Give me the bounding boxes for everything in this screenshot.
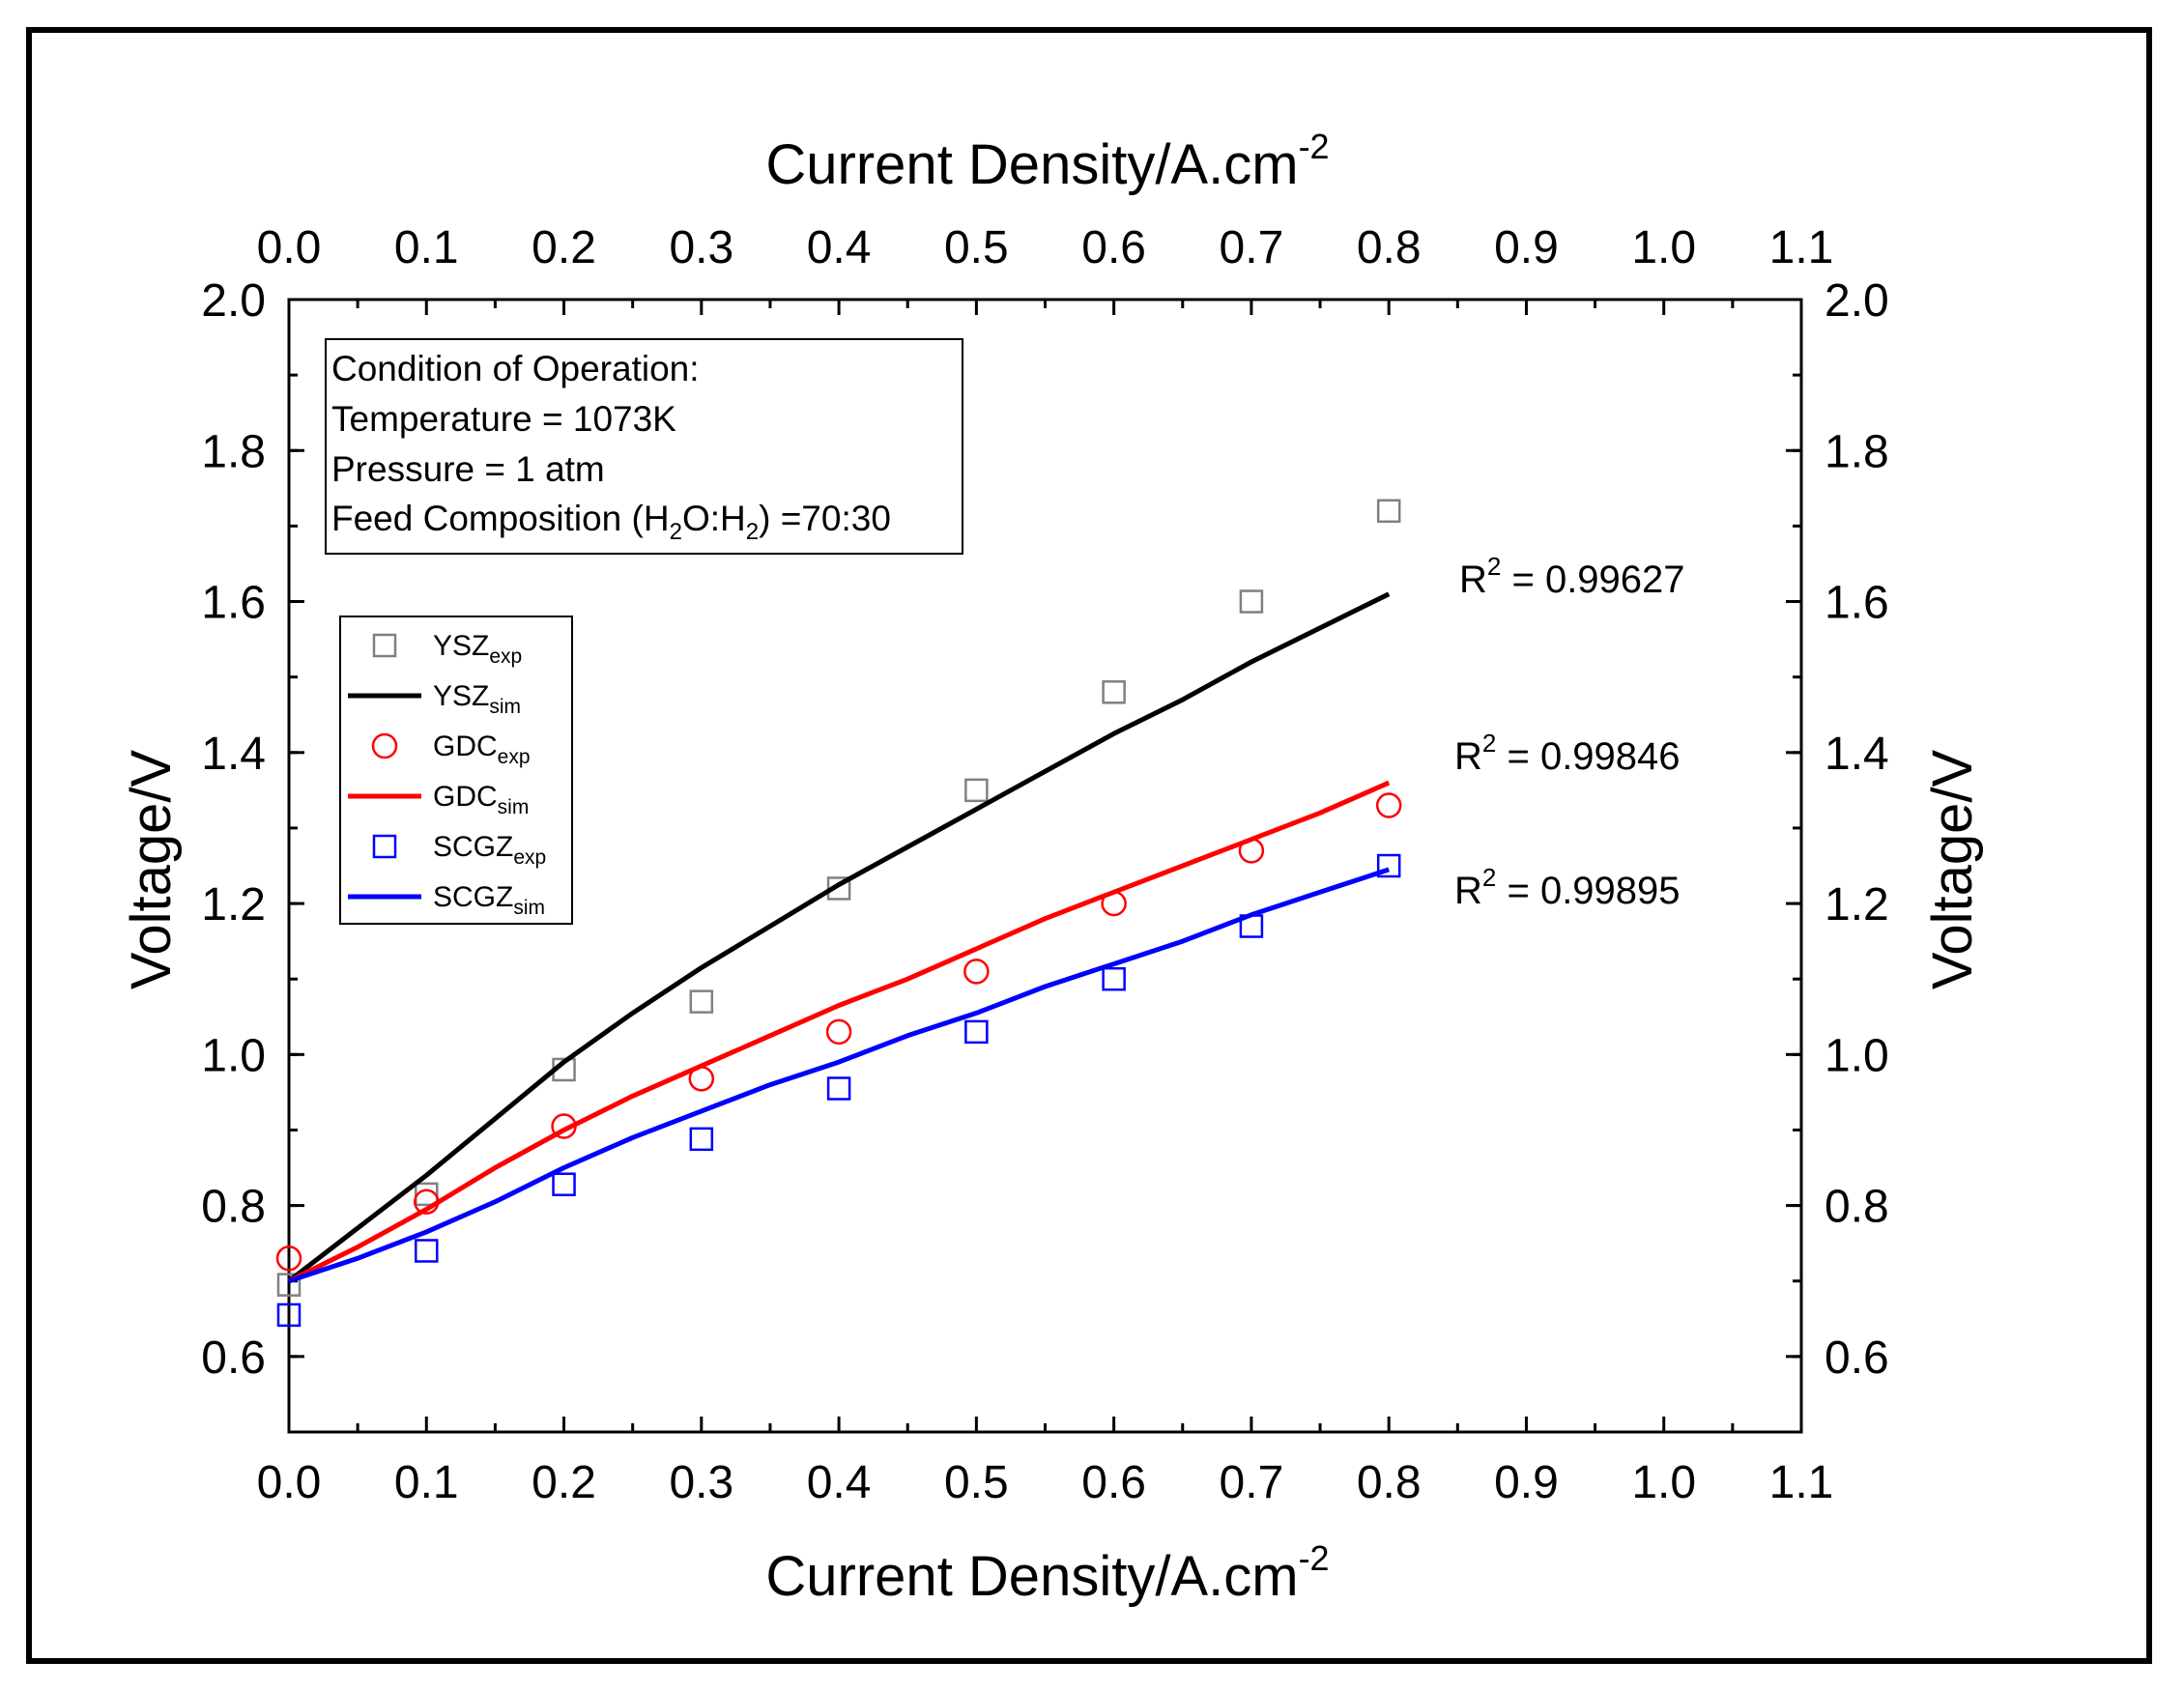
y-tick-label-left: 0.8 — [201, 1182, 266, 1233]
point-ysz-exp — [415, 1182, 439, 1207]
point-gdc-exp — [275, 1246, 302, 1272]
x-tick-label-top: 0.0 — [257, 222, 322, 273]
legend-label-gdc-exp: GDCexp — [433, 730, 531, 768]
point-scgz-exp — [415, 1239, 439, 1263]
point-ysz-exp — [689, 989, 714, 1014]
info-box: Condition of Operation: Temperature = 10… — [325, 338, 963, 555]
series-line-ysz-sim — [287, 591, 1391, 1283]
y-axis-title-left: Voltage/V — [120, 750, 183, 990]
point-gdc-exp — [825, 1018, 852, 1046]
x-tick-label-bottom: 0.8 — [1357, 1457, 1422, 1508]
legend-label-ysz-exp: YSZexp — [433, 630, 522, 668]
point-ysz-exp — [1239, 589, 1264, 614]
y-tick-label-left: 1.4 — [201, 729, 266, 780]
figure-border — [26, 27, 2152, 1664]
info-line-4: Feed Composition (H2O:H2) =70:30 — [331, 499, 891, 545]
series-line-scgz-sim — [288, 867, 1390, 1284]
x-axis-title-bottom: Current Density/A.cm-2 — [765, 1538, 1329, 1608]
x-tick-label-top: 0.9 — [1494, 222, 1559, 273]
point-scgz-exp — [689, 1127, 714, 1152]
y-tick-label-right: 0.6 — [1825, 1332, 1889, 1384]
y-tick-label-right: 0.8 — [1825, 1182, 1889, 1233]
info-line-3: Pressure = 1 atm — [331, 449, 605, 489]
legend-label-scgz-exp: SCGZexp — [433, 831, 546, 869]
y-tick-label-left: 0.6 — [201, 1332, 266, 1384]
x-tick-label-bottom: 0.2 — [532, 1457, 596, 1508]
x-tick-label-bottom: 0.1 — [394, 1457, 459, 1508]
point-gdc-exp — [1375, 792, 1402, 818]
point-scgz-exp — [1102, 966, 1126, 991]
info-line-1: Condition of Operation: — [331, 349, 700, 388]
x-tick-label-top: 0.4 — [807, 222, 872, 273]
x-tick-label-top: 0.2 — [532, 222, 596, 273]
x-tick-label-top: 1.0 — [1631, 222, 1696, 273]
r2-annotations: R2 = 0.99627 R2 = 0.99846 R2 = 0.99895 — [1454, 552, 1685, 912]
legend-swatch-gdc-exp — [371, 732, 398, 759]
legend-label-ysz-sim: YSZsim — [433, 680, 521, 718]
y-tick-label-left: 1.6 — [201, 578, 266, 629]
legend-swatch-scgz-exp — [372, 834, 397, 859]
legend: YSZexp YSZsim GDCexp GDCsim SCGZexp SCGZsim — [339, 616, 573, 925]
y-tick-label-left: 1.8 — [201, 426, 266, 477]
y-tick-label-right: 2.0 — [1825, 275, 1889, 327]
x-tick-label-bottom: 0.4 — [807, 1457, 872, 1508]
x-tick-label-bottom: 0.5 — [944, 1457, 1009, 1508]
x-tick-label-top: 0.3 — [669, 222, 733, 273]
point-ysz-exp — [276, 1273, 302, 1297]
r2-label-gdc: R2 = 0.99846 — [1454, 729, 1681, 778]
y-tick-label-left: 1.2 — [201, 879, 266, 931]
point-ysz-exp — [1102, 680, 1126, 704]
legend-label-gdc-sim: GDCsim — [433, 781, 529, 818]
x-tick-label-top: 1.1 — [1769, 222, 1834, 273]
point-scgz-exp — [276, 1303, 302, 1328]
x-tick-label-bottom: 0.9 — [1494, 1457, 1559, 1508]
x-tick-label-bottom: 0.7 — [1220, 1457, 1284, 1508]
point-scgz-exp — [826, 1076, 851, 1101]
ticks: 0.0 0.0 0.1 0.1 0.2 0.2 0.3 0.3 0.4 0.4 0.5 0.5 0.6 0… — [201, 222, 1888, 1508]
x-tick-label-bottom: 0.3 — [669, 1457, 733, 1508]
point-scgz-exp — [964, 1019, 989, 1045]
r2-label-ysz: R2 = 0.99627 — [1459, 552, 1685, 601]
x-tick-label-top: 0.5 — [944, 222, 1009, 273]
y-axis-title-right: Voltage/V — [1921, 750, 1984, 990]
y-tick-label-left: 2.0 — [201, 275, 266, 327]
x-tick-label-top: 0.1 — [394, 222, 459, 273]
x-tick-label-top: 0.7 — [1220, 222, 1284, 273]
x-axis-title-top: Current Density/A.cm-2 — [765, 127, 1329, 196]
point-ysz-exp — [1376, 499, 1401, 524]
point-scgz-exp — [552, 1172, 576, 1196]
x-tick-label-bottom: 0.0 — [257, 1457, 322, 1508]
x-tick-label-top: 0.6 — [1081, 222, 1146, 273]
point-gdc-exp — [963, 959, 990, 985]
y-tick-label-right: 1.2 — [1825, 879, 1889, 931]
point-ysz-exp — [964, 778, 989, 803]
point-scgz-exp — [1376, 853, 1401, 878]
y-tick-label-right: 1.0 — [1825, 1030, 1889, 1081]
series-line-gdc-sim — [287, 780, 1391, 1283]
r2-label-scgz: R2 = 0.99895 — [1454, 863, 1681, 912]
x-tick-label-bottom: 1.1 — [1769, 1457, 1834, 1508]
y-tick-label-right: 1.6 — [1825, 578, 1889, 629]
y-tick-label-left: 1.0 — [201, 1030, 266, 1081]
info-line-2: Temperature = 1073K — [331, 399, 676, 439]
x-tick-label-top: 0.8 — [1357, 222, 1422, 273]
data-series — [275, 499, 1402, 1328]
y-tick-label-right: 1.4 — [1825, 729, 1889, 780]
legend-swatch-ysz-exp — [372, 633, 397, 658]
y-tick-label-right: 1.8 — [1825, 426, 1889, 477]
x-tick-label-bottom: 0.6 — [1081, 1457, 1146, 1508]
x-tick-label-bottom: 1.0 — [1631, 1457, 1696, 1508]
legend-label-scgz-sim: SCGZsim — [433, 881, 545, 919]
